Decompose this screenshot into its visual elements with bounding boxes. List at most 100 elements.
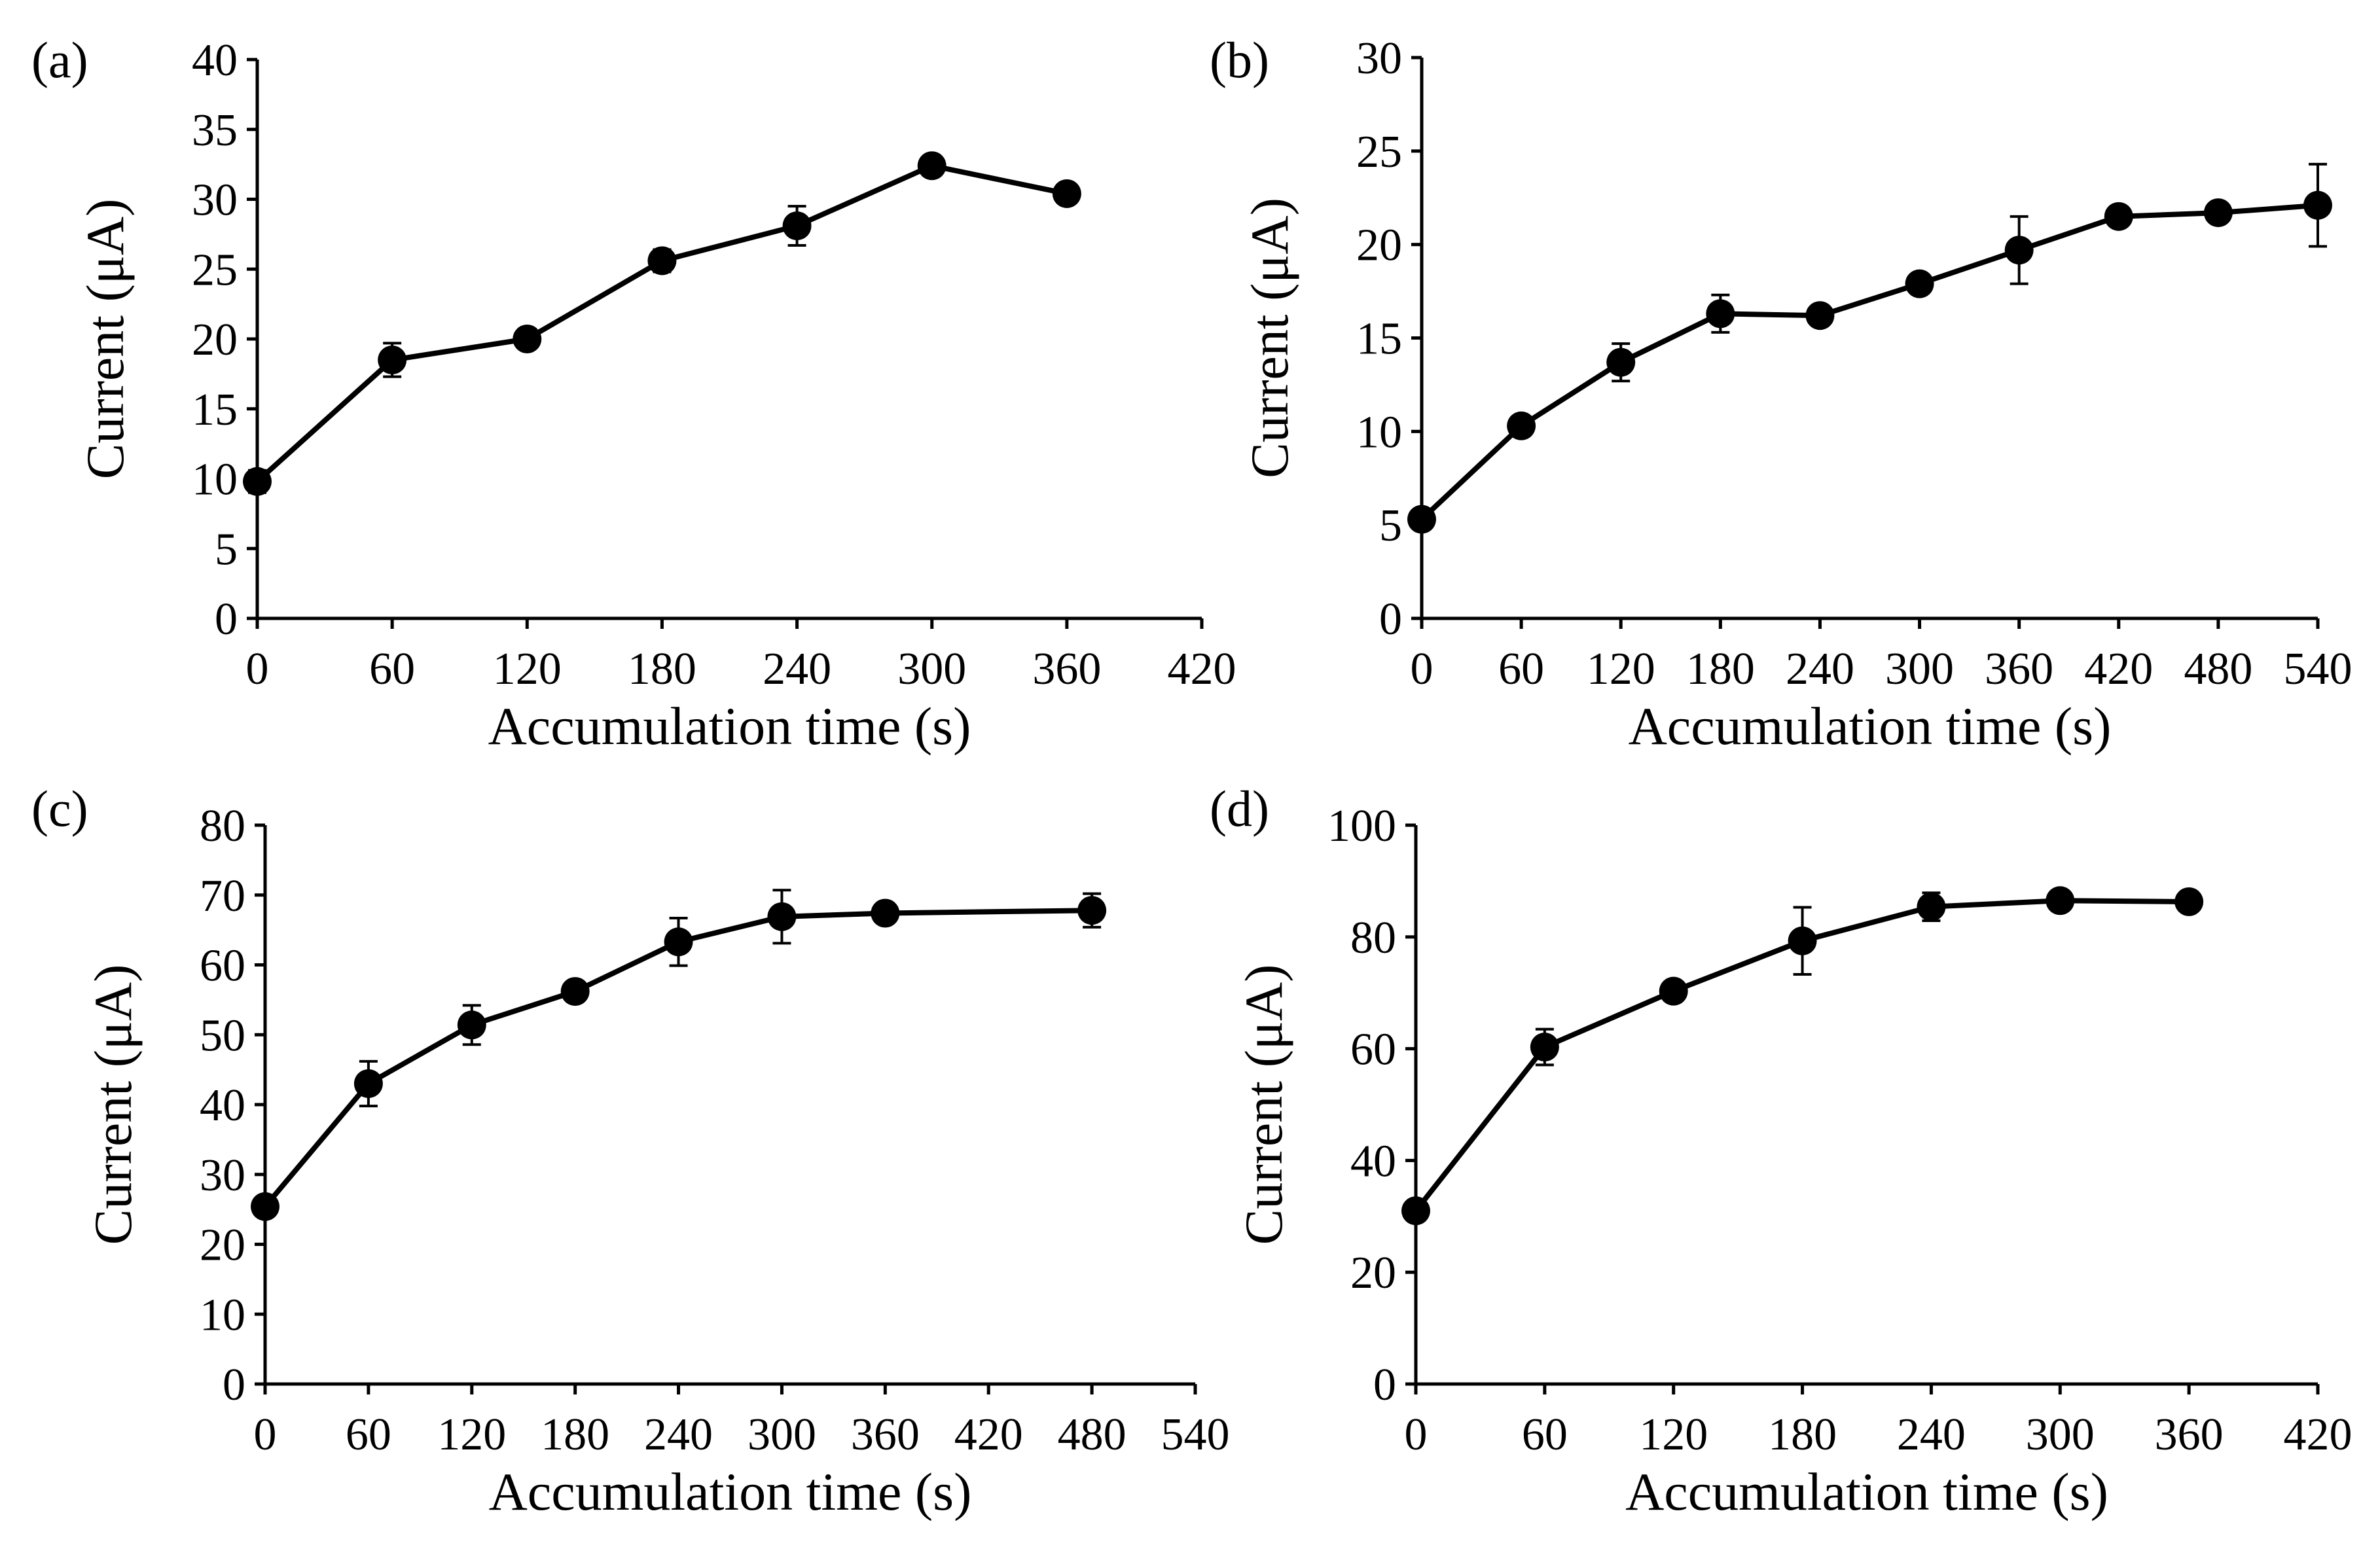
- x-axis-title: Accumulation time (s): [489, 1462, 972, 1521]
- panel-a: 0 5 10 15 20 25 30 35 40 0 60 120 180 240 300 360 420 Acc…: [31, 31, 1236, 756]
- y-tick-label: 5: [1379, 501, 1402, 551]
- x-tick-label: 60: [1522, 1410, 1568, 1460]
- x-tick-label: 120: [437, 1410, 506, 1460]
- y-tick-label: 30: [192, 175, 238, 226]
- y-axis-title: Current (μA): [75, 199, 135, 480]
- x-tick-label: 300: [748, 1410, 816, 1460]
- y-tick-label: 25: [1356, 127, 1402, 177]
- panel-label: (d): [1210, 780, 1269, 837]
- x-tick-label: 0: [1405, 1410, 1428, 1460]
- x-tick-label: 360: [1032, 644, 1101, 694]
- y-tick-label: 0: [1373, 1360, 1396, 1410]
- y-tick-label: 15: [1356, 314, 1402, 364]
- series-line: [262, 908, 1092, 1209]
- x-tick-label: 0: [1411, 644, 1433, 694]
- x-tick-label: 480: [1058, 1410, 1127, 1460]
- x-tick-label: 0: [254, 1410, 277, 1460]
- data-point: [1917, 892, 1946, 921]
- panel-label: (a): [31, 31, 88, 88]
- y-tick-label: 20: [1356, 221, 1402, 271]
- y-tick-label: 40: [200, 1080, 245, 1131]
- x-tick-label: 180: [1686, 644, 1755, 694]
- y-tick-label: 60: [200, 941, 245, 991]
- x-tick-label: 120: [1639, 1410, 1708, 1460]
- x-tick-label: 180: [1768, 1410, 1837, 1460]
- data-point: [1052, 179, 1081, 208]
- data-point: [2174, 887, 2204, 916]
- x-tick-label: 240: [763, 644, 831, 694]
- y-tick-label: 0: [223, 1360, 245, 1410]
- x-tick-label: 60: [369, 644, 415, 694]
- x-tick-label: 300: [897, 644, 966, 694]
- y-tick-label: 20: [1350, 1248, 1396, 1298]
- y-tick-label: 40: [1350, 1136, 1396, 1186]
- panel-label: (b): [1210, 31, 1269, 88]
- data-point: [353, 1069, 383, 1098]
- series-line: [255, 163, 1068, 484]
- y-axis-title: Current (μA): [1234, 965, 1293, 1245]
- x-tick-label: 300: [2026, 1410, 2095, 1460]
- y-axis-title: Current (μA): [1240, 198, 1299, 478]
- y-tick-label: 70: [200, 871, 245, 921]
- y-tick-label: 40: [192, 35, 238, 86]
- y-tick-label: 10: [192, 455, 238, 505]
- data-point: [917, 151, 947, 181]
- x-tick-label: 420: [2284, 1410, 2353, 1460]
- x-tick-label: 0: [246, 644, 269, 694]
- x-axis-title: Accumulation time (s): [1629, 696, 2112, 756]
- data-point: [2203, 198, 2233, 228]
- x-tick-label: 120: [1587, 644, 1655, 694]
- y-tick-label: 30: [200, 1150, 245, 1201]
- data-point: [457, 1010, 486, 1040]
- y-tick-label: 10: [1356, 407, 1402, 457]
- x-tick-label: 240: [1897, 1410, 1966, 1460]
- x-tick-label: 480: [2184, 644, 2252, 694]
- x-tick-label: 360: [2155, 1410, 2224, 1460]
- y-tick-label: 0: [215, 594, 238, 645]
- x-tick-label: 240: [644, 1410, 713, 1460]
- x-tick-label: 360: [851, 1410, 920, 1460]
- x-tick-label: 180: [628, 644, 696, 694]
- data-point: [378, 346, 407, 375]
- x-tick-label: 420: [954, 1410, 1023, 1460]
- data-point: [1507, 411, 1536, 440]
- panel-d: 0 20 40 60 80 100 0 60 120 180 240 300 360 420 Accumul…: [1210, 780, 2353, 1521]
- y-tick-label: 20: [200, 1220, 245, 1271]
- data-point: [1788, 926, 1817, 955]
- data-point: [782, 211, 812, 241]
- data-point: [767, 902, 797, 931]
- data-point: [647, 246, 677, 275]
- x-tick-label: 420: [1168, 644, 1236, 694]
- x-axis-title: Accumulation time (s): [1625, 1462, 2108, 1521]
- data-point: [243, 467, 272, 496]
- y-tick-label: 25: [192, 245, 238, 295]
- y-tick-label: 5: [215, 524, 238, 575]
- y-tick-label: 35: [192, 105, 238, 156]
- x-tick-label: 60: [1498, 644, 1544, 694]
- data-point: [2303, 190, 2332, 220]
- y-tick-label: 0: [1379, 594, 1402, 645]
- data-point: [251, 1192, 279, 1221]
- y-tick-label: 80: [1350, 913, 1396, 963]
- x-tick-label: 540: [1161, 1410, 1230, 1460]
- x-tick-label: 60: [346, 1410, 391, 1460]
- data-point: [1530, 1033, 1559, 1062]
- data-point: [560, 977, 590, 1006]
- x-tick-label: 420: [2084, 644, 2153, 694]
- x-tick-label: 540: [2284, 644, 2353, 694]
- panel-label: (c): [31, 780, 88, 837]
- x-tick-label: 120: [493, 644, 562, 694]
- data-point: [664, 927, 693, 957]
- x-tick-label: 360: [1985, 644, 2053, 694]
- data-point: [1905, 269, 1934, 298]
- series-line: [1420, 202, 2318, 522]
- y-tick-label: 30: [1356, 33, 1402, 84]
- y-tick-label: 20: [192, 315, 238, 365]
- x-tick-label: 300: [1885, 644, 1954, 694]
- data-point: [1659, 976, 1688, 1006]
- y-tick-label: 80: [200, 801, 245, 851]
- data-point: [2004, 236, 2034, 265]
- panel-c: 0 10 20 30 40 50 60 70 80 0 60 120 180 240 300 360 420 48…: [31, 780, 1230, 1521]
